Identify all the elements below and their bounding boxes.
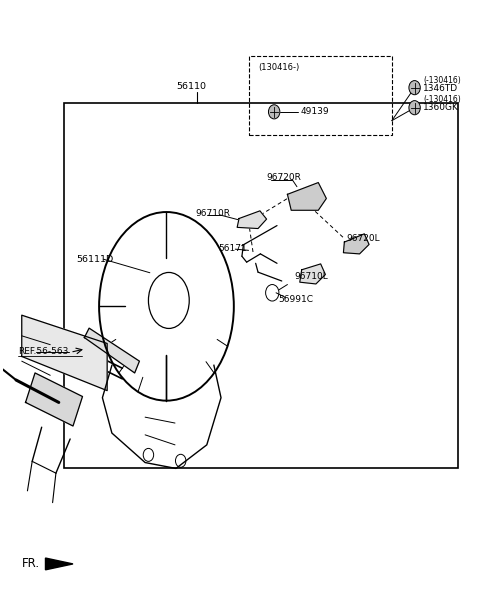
Text: (-130416): (-130416) (423, 95, 461, 104)
Polygon shape (343, 234, 369, 254)
Polygon shape (22, 315, 107, 391)
Text: 1360GK: 1360GK (423, 103, 459, 112)
Polygon shape (46, 558, 73, 570)
Polygon shape (25, 373, 83, 426)
Text: 56111D: 56111D (76, 255, 114, 264)
Bar (64, 103, 458, 468)
Text: REF.56-563: REF.56-563 (18, 347, 68, 356)
Circle shape (268, 105, 280, 119)
Text: 56110: 56110 (176, 82, 206, 91)
Text: 96710L: 96710L (295, 273, 328, 281)
Circle shape (409, 101, 420, 115)
Text: 96720L: 96720L (347, 234, 380, 243)
Text: FR.: FR. (22, 558, 40, 571)
Text: (130416-): (130416-) (258, 63, 299, 72)
Bar (250, 56, 392, 136)
Text: (-130416): (-130416) (423, 76, 461, 85)
Text: 56991C: 56991C (278, 295, 313, 304)
Polygon shape (237, 211, 266, 228)
Text: 96720R: 96720R (266, 173, 301, 182)
Polygon shape (300, 264, 325, 284)
Polygon shape (288, 183, 326, 210)
Text: 1346TD: 1346TD (423, 84, 458, 93)
Circle shape (409, 80, 420, 95)
Text: 49139: 49139 (301, 107, 329, 117)
Text: 56171: 56171 (219, 244, 247, 253)
Text: 96710R: 96710R (195, 209, 230, 218)
Polygon shape (84, 328, 139, 373)
